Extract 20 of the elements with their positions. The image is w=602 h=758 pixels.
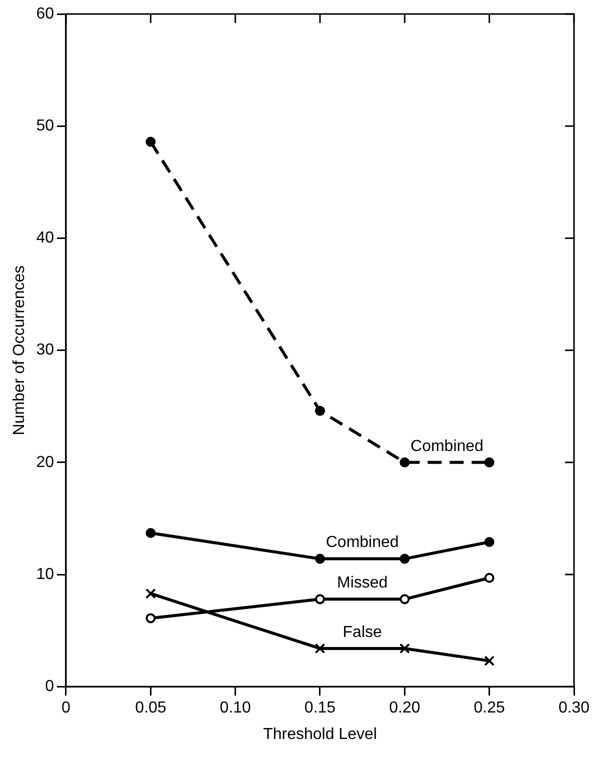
series-label: Missed — [336, 574, 388, 592]
y-axis-title: Number of Occurrences — [11, 265, 28, 436]
x-tick-label: 0.15 — [304, 700, 336, 717]
x-tick-label: 0.05 — [135, 700, 166, 717]
y-tick-label: 20 — [36, 454, 54, 471]
series-label: Combined — [326, 534, 399, 552]
y-tick-label: 40 — [36, 230, 54, 247]
y-tick-label: 50 — [36, 118, 54, 135]
y-tick-label: 60 — [36, 5, 54, 22]
x-tick-label: 0.20 — [389, 700, 420, 717]
x-tick-label: 0 — [62, 700, 71, 717]
y-tick-label: 30 — [36, 342, 54, 359]
x-axis-title: Threshold Level — [263, 726, 377, 743]
x-tick-label: 0.30 — [558, 700, 590, 717]
x-tick-label: 0.10 — [220, 700, 252, 717]
series-label: Combined — [410, 438, 484, 455]
x-tick-label: 0.25 — [474, 700, 506, 717]
y-tick-label: 0 — [45, 678, 54, 696]
y-tick-label: 10 — [36, 566, 54, 583]
series-label: False — [342, 624, 382, 641]
